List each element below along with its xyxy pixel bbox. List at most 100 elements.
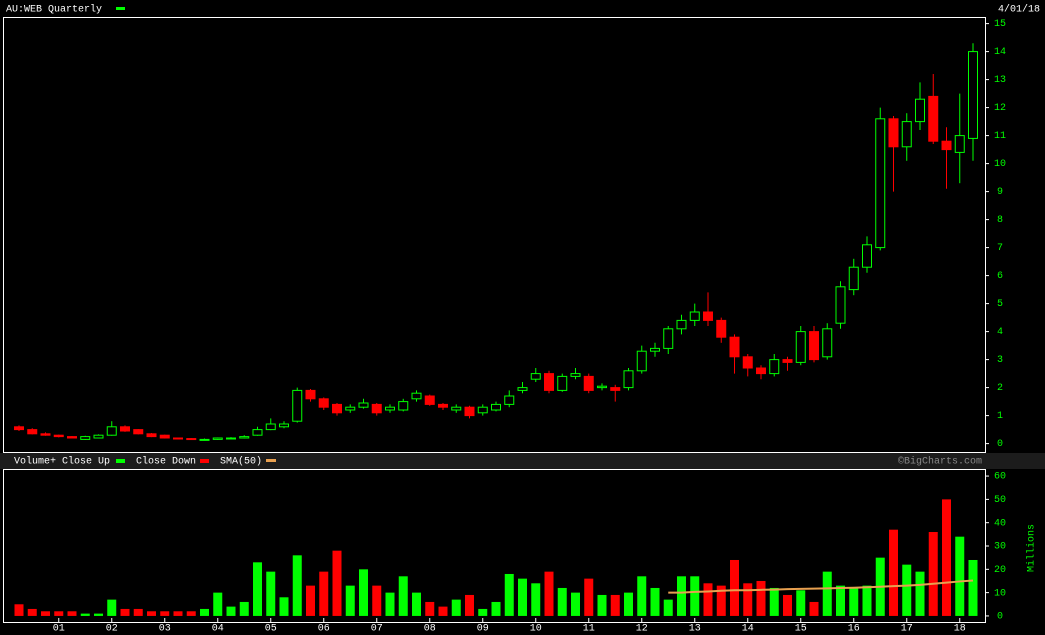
volume-bar [889, 529, 898, 616]
volume-bar [133, 608, 143, 616]
x-tick-label: 05 [265, 624, 277, 635]
volume-bar [14, 604, 24, 616]
x-tick-label: 03 [159, 624, 171, 635]
volume-bar [915, 571, 925, 616]
y-tick-label: 5 [997, 299, 1003, 310]
x-tick-label: 17 [901, 624, 913, 635]
candle-body [146, 433, 157, 438]
volume-bar [849, 587, 859, 616]
x-tick-label: 08 [424, 624, 436, 635]
candle-body [941, 140, 952, 151]
volume-bar [756, 580, 766, 616]
volume-bar [306, 585, 315, 616]
candle-body [517, 387, 528, 391]
y-tick-label: 11 [994, 131, 1006, 142]
volume-bar [27, 608, 37, 616]
volume-bar [783, 594, 792, 616]
candle-body [411, 392, 422, 400]
candle-body [120, 426, 130, 432]
candle-body [80, 436, 91, 440]
volume-bar [385, 592, 395, 616]
candle-body [610, 387, 621, 391]
volume-bar [160, 611, 170, 616]
volume-bar [544, 571, 554, 616]
candle-body [716, 319, 727, 338]
candle-body [888, 118, 899, 148]
volume-bar [279, 597, 289, 616]
x-tick-label: 10 [530, 624, 542, 635]
volume-bar [504, 573, 514, 616]
volume-bar [822, 571, 832, 616]
candle-body [862, 244, 872, 268]
volume-bar [928, 532, 938, 616]
candle-body [279, 423, 289, 428]
volume-bar [292, 555, 302, 616]
volume-bar [743, 583, 753, 616]
volume-bar [80, 613, 90, 616]
candle-body [371, 403, 382, 414]
candle-body [438, 403, 448, 408]
candle-body [663, 328, 674, 349]
volume-bar [491, 601, 501, 616]
volume-bar [398, 576, 408, 616]
volume-axis-label: Millions [1026, 524, 1038, 572]
candle-body [703, 311, 713, 321]
volume-bar [942, 499, 951, 616]
x-tick-label: 15 [795, 624, 807, 635]
volume-bar [438, 606, 448, 616]
volume-bar [372, 585, 382, 616]
volume-bar [54, 611, 64, 616]
volume-bar [319, 571, 329, 616]
y-tick-label: 14 [994, 47, 1006, 58]
candle-body [252, 429, 263, 436]
y-tick-label: 6 [997, 271, 1003, 282]
volume-bar [332, 550, 342, 616]
candle-body [597, 385, 607, 389]
volume-bar [769, 587, 779, 616]
candle-body [769, 359, 780, 375]
volume-bar [478, 608, 488, 616]
y-tick-label: 3 [997, 355, 1003, 366]
candle-body [332, 403, 342, 414]
volume-bar [637, 576, 647, 616]
candle-body [305, 389, 316, 400]
volume-y-tick-label: 60 [994, 472, 1006, 483]
volume-bar [557, 587, 567, 616]
candle-body [676, 319, 687, 330]
candle-body [53, 434, 64, 438]
candle-body [239, 436, 250, 439]
x-tick-label: 06 [318, 624, 330, 635]
candle-body [14, 426, 24, 431]
y-tick-label: 8 [997, 215, 1003, 226]
volume-bar [796, 590, 806, 616]
x-tick-label: 14 [742, 624, 754, 635]
volume-bar [809, 601, 819, 616]
volume-bar [703, 583, 713, 616]
volume-bar [425, 601, 435, 616]
candle-body [968, 51, 978, 139]
volume-bar [663, 599, 673, 616]
candle-body [93, 434, 104, 439]
candle-body [623, 370, 634, 389]
y-tick-label: 4 [997, 327, 1003, 338]
volume-bar [345, 585, 355, 616]
volume-bar [624, 592, 633, 616]
x-tick-label: 09 [477, 624, 489, 635]
legend-swatch [116, 459, 125, 463]
candle-body [954, 135, 965, 153]
volume-bar [213, 592, 223, 616]
legend-bar [0, 453, 1045, 469]
volume-y-tick-label: 50 [994, 495, 1006, 506]
legend-volume-up: Volume+ Close Up [14, 456, 110, 468]
price-panel [3, 17, 986, 453]
y-tick-label: 2 [997, 383, 1003, 394]
legend-swatch [266, 459, 276, 462]
candle-body [424, 395, 435, 405]
volume-y-tick-label: 30 [994, 542, 1006, 553]
candle-body [451, 406, 462, 411]
legend-close-down: Close Down [136, 456, 196, 468]
candle-body [782, 359, 793, 363]
volume-bar [716, 585, 726, 616]
candle-body [345, 406, 356, 411]
date-label: 4/01/18 [998, 4, 1040, 16]
